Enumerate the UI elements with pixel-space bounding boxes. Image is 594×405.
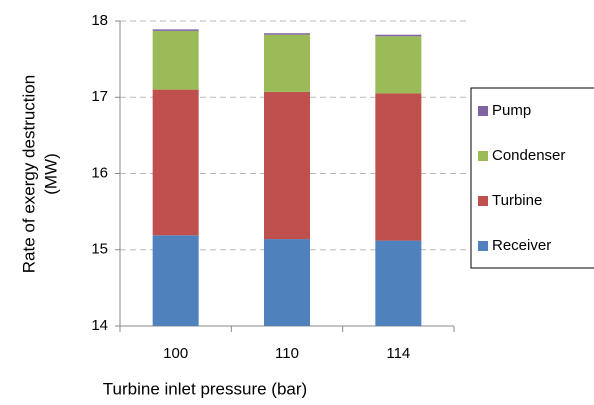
bar-segment (152, 235, 199, 326)
bar-segment (264, 91, 310, 240)
legend-label: Pump (492, 102, 531, 119)
legend-label: Receiver (492, 237, 551, 254)
y-tick-label: 14 (91, 317, 108, 334)
bar-segment (152, 30, 199, 90)
legend-swatch (478, 241, 488, 251)
bar-segment (375, 34, 422, 37)
y-tick-label: 17 (91, 88, 108, 105)
bar-segment (375, 93, 422, 241)
x-tick-label: 110 (275, 345, 299, 362)
y-tick-label: 16 (91, 164, 108, 181)
y-tick-label: 15 (91, 241, 108, 258)
legend-label: Turbine (492, 192, 542, 209)
bar-segment (152, 29, 199, 31)
legend-swatch (478, 151, 488, 161)
bar-segment (264, 33, 310, 35)
bar-segment (375, 240, 422, 326)
legend-label: Condenser (492, 147, 565, 164)
legend-box (470, 87, 594, 269)
bar-segment (264, 239, 310, 326)
bar-segment (152, 89, 199, 236)
x-tick-label: 114 (386, 345, 410, 362)
bar-segment (264, 34, 310, 92)
legend-swatch (478, 196, 488, 206)
bar-segment (375, 36, 422, 94)
y-axis-title: (MW) (41, 153, 60, 195)
x-axis-title: Turbine inlet pressure (bar) (103, 379, 307, 398)
y-tick-label: 18 (91, 12, 108, 29)
x-tick-label: 100 (163, 345, 188, 362)
legend-swatch (478, 106, 488, 116)
y-axis-title: Rate of exergy destruction (19, 75, 38, 273)
